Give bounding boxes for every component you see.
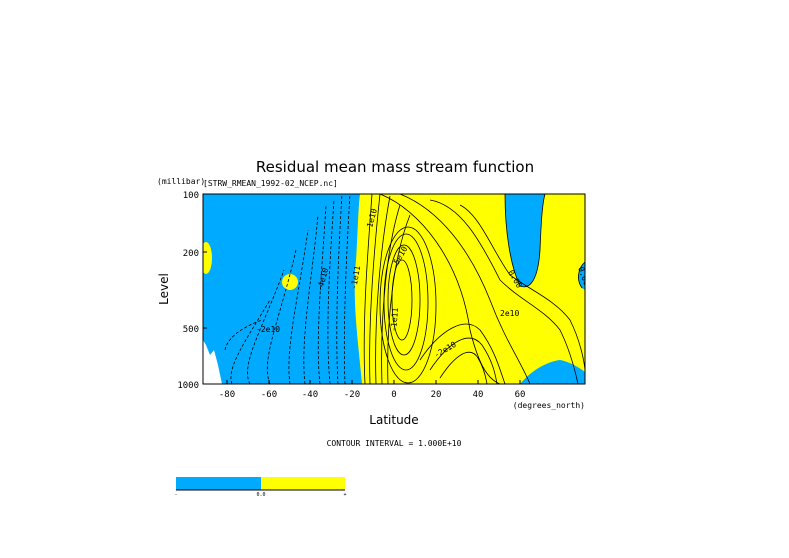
positive-contour-ring	[379, 226, 437, 384]
negative-contour-line	[327, 199, 335, 384]
x-tick-label: 0	[391, 390, 396, 400]
positive-contour-line	[504, 194, 546, 288]
y-tick-label: 200	[183, 249, 199, 259]
positive-blob-west	[203, 242, 212, 274]
colorbar-positive-swatch	[261, 477, 345, 490]
negative-contour-line	[336, 194, 343, 384]
positive-blob-midwest	[282, 274, 298, 290]
positive-contour-line	[459, 204, 585, 371]
contour-label: -1e11	[389, 307, 400, 332]
x-tick-label: -60	[261, 390, 277, 400]
positive-contour-ring	[391, 259, 413, 341]
x-axis-label: Latitude	[369, 413, 418, 427]
positive-contour-line	[439, 352, 488, 384]
negative-contour-line	[266, 249, 297, 384]
x-tick-label: 60	[515, 390, 526, 400]
positive-contour-line	[369, 194, 381, 384]
x-tick-label: 40	[473, 390, 484, 400]
negative-contour-line	[303, 214, 319, 384]
colorbar-tick-label: -	[174, 492, 177, 498]
positive-contour-line	[419, 323, 506, 384]
x-tick-label: -40	[302, 390, 318, 400]
negative-region-north-surface	[520, 360, 585, 384]
positive-contour-line	[375, 195, 391, 384]
chart-subtitle: [STRW_RMEAN_1992-02_NCEP.nc]	[203, 179, 338, 188]
contour-interval-label: CONTOUR INTERVAL = 1.000E+10	[327, 439, 462, 448]
negative-contour-line	[288, 229, 309, 384]
positive-contour-line	[578, 261, 585, 289]
x-axis: -80 -60 -40 -20 0 20 40 60 (degrees_nort…	[219, 380, 585, 427]
contour-label: -1e11	[349, 265, 362, 290]
colorbar-negative-swatch	[176, 477, 261, 490]
positive-contour-line	[381, 204, 401, 384]
x-tick-label: -80	[219, 390, 235, 400]
x-tick-label: 20	[431, 390, 442, 400]
y-axis-label: Level	[157, 273, 171, 305]
topography-mask	[203, 340, 222, 384]
contour-label: -2e10	[256, 325, 280, 334]
y-tick-label: 100	[183, 191, 199, 201]
plot-area: -2e10 -4e10 -1e11 -1e11 1e10 5e10 2e10 -…	[203, 194, 591, 384]
positive-contour-line	[363, 194, 373, 384]
positive-region	[354, 194, 585, 384]
x-tick-label: -20	[344, 390, 360, 400]
y-tick-label: 1000	[177, 381, 199, 391]
y-units-label: (millibar)	[157, 177, 205, 186]
negative-contour-line	[343, 194, 351, 384]
negative-contour-line	[224, 319, 263, 351]
colorbar-tick-label: 0.0	[256, 492, 265, 498]
contour-label: 2e10	[500, 309, 519, 318]
y-tick-label: 500	[183, 325, 199, 335]
negative-contour-line	[247, 269, 285, 384]
positive-contour-ring	[383, 233, 429, 371]
positive-contour-line	[379, 194, 501, 384]
positive-contours	[363, 194, 585, 384]
negative-contours	[224, 194, 351, 384]
x-units-label: (degrees_north)	[513, 401, 585, 410]
negative-contour-line	[317, 205, 327, 384]
y-axis: 100 200 500 1000 Level	[157, 191, 207, 391]
negative-contour-line	[230, 299, 271, 384]
positive-contour-line	[429, 337, 498, 384]
colorbar-tick-label: +	[343, 492, 346, 498]
positive-contour-line	[399, 194, 531, 384]
chart-title: Residual mean mass stream function	[256, 158, 534, 176]
contour-label: 0.00	[576, 266, 591, 287]
positive-contour-line	[429, 199, 579, 384]
positive-contour-ring	[387, 244, 421, 356]
colorbar: - 0.0 +	[174, 477, 347, 498]
